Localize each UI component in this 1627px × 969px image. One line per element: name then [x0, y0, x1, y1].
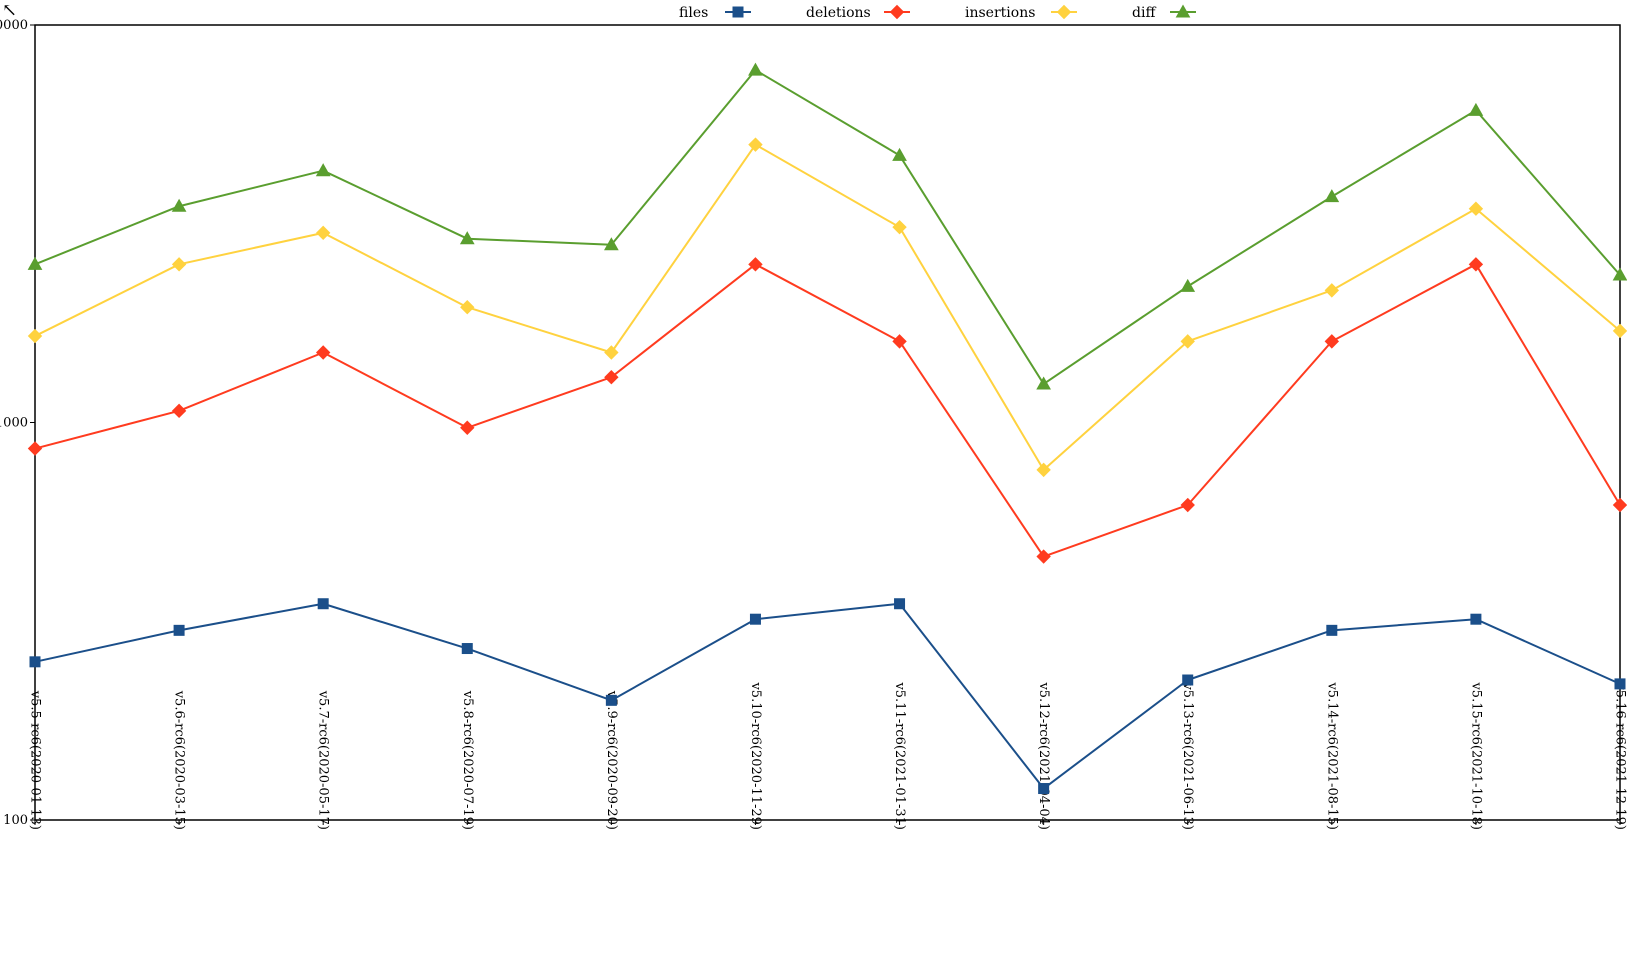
xtick-label: v5.14-rc6(2021-08-15) — [1324, 681, 1339, 830]
series-marker-files — [1471, 614, 1481, 624]
series-marker-files — [1327, 625, 1337, 635]
series-marker-files — [174, 625, 184, 635]
legend-marker-insertions — [1058, 6, 1071, 19]
series-marker-files — [1615, 679, 1625, 689]
xtick-label: v5.5-rc6(2020-01-13) — [28, 690, 43, 830]
xtick-label: v5.16-rc6(2021-12-19) — [1613, 681, 1627, 830]
series-marker-files — [1183, 675, 1193, 685]
series-marker-files — [606, 695, 616, 705]
ytick-label: 1000 — [0, 416, 28, 431]
cursor-icon: ↖ — [2, 0, 17, 21]
xtick-label: v5.11-rc6(2021-01-31) — [892, 681, 907, 830]
legend-label-diff: diff — [1132, 5, 1156, 21]
xtick-label: v5.9-rc6(2020-09-20) — [604, 690, 619, 830]
legend-marker-files — [733, 7, 743, 17]
legend-label-files: files — [679, 5, 708, 21]
series-marker-files — [462, 644, 472, 654]
xtick-label: v5.13-rc6(2021-06-13) — [1180, 681, 1195, 830]
legend-marker-deletions — [891, 6, 904, 19]
legend: files deletions insertions diff — [679, 5, 1196, 21]
xtick-label: v5.12-rc6(2021-04-04) — [1036, 681, 1051, 830]
xtick-label: v5.6-rc6(2020-03-15) — [172, 690, 187, 830]
xtick-label: v5.15-rc6(2021-10-18) — [1468, 681, 1483, 830]
xtick-label: v5.8-rc6(2020-07-19) — [460, 690, 475, 830]
line-chart: 100100010000v5.5-rc6(2020-01-13)v5.6-rc6… — [0, 0, 1627, 969]
series-marker-files — [318, 599, 328, 609]
legend-label-deletions: deletions — [806, 5, 871, 21]
legend-label-insertions: insertions — [965, 5, 1035, 21]
series-marker-files — [895, 599, 905, 609]
series-marker-files — [1039, 784, 1049, 794]
series-marker-files — [750, 614, 760, 624]
plot-border — [35, 25, 1620, 820]
ytick-label: 100 — [3, 813, 28, 828]
series-marker-files — [30, 657, 40, 667]
xtick-label: v5.10-rc6(2020-11-29) — [748, 681, 763, 830]
xtick-label: v5.7-rc6(2020-05-17) — [316, 690, 331, 830]
chart-container: 100100010000v5.5-rc6(2020-01-13)v5.6-rc6… — [0, 0, 1627, 969]
